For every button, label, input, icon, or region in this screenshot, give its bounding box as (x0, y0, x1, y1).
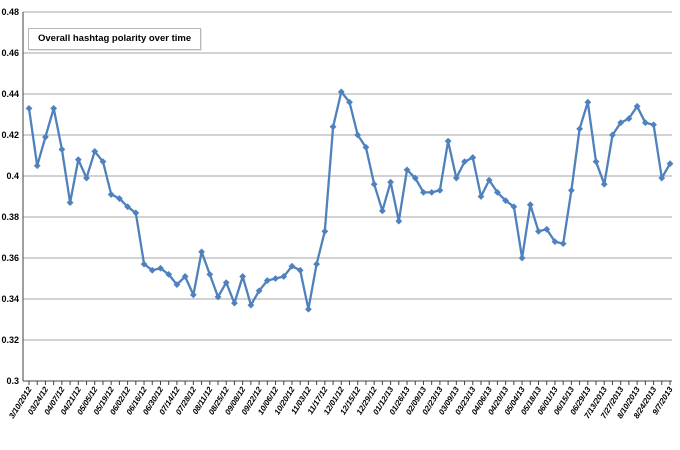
data-point (255, 287, 263, 295)
data-point (313, 260, 321, 268)
y-tick-label: 0.44 (1, 89, 19, 99)
chart-title: Overall hashtag polarity over time (28, 28, 202, 50)
y-tick-label: 0.34 (1, 294, 19, 304)
data-point (214, 293, 222, 301)
data-point (329, 123, 337, 131)
data-point (444, 137, 452, 145)
data-point (346, 98, 353, 106)
data-point (469, 154, 477, 161)
data-point (148, 266, 156, 274)
y-tick-label: 0.3 (6, 376, 19, 386)
data-point (83, 174, 90, 182)
data-point (33, 162, 41, 170)
data-point (551, 238, 559, 245)
data-point (428, 189, 436, 196)
data-point (378, 207, 386, 215)
data-point (206, 271, 214, 278)
data-point (576, 125, 584, 133)
data-point (518, 254, 526, 262)
y-tick-label: 0.46 (1, 48, 19, 58)
x-axis-ticks (28, 381, 671, 385)
data-point (567, 186, 575, 194)
data-point-markers (25, 88, 674, 313)
data-point (633, 102, 641, 110)
data-point (461, 158, 468, 166)
y-tick-label: 0.48 (1, 7, 19, 17)
data-point (321, 227, 329, 235)
data-point (387, 178, 394, 186)
data-point (189, 291, 197, 299)
data-point (337, 88, 345, 96)
data-point (535, 227, 542, 235)
y-tick-label: 0.38 (1, 212, 19, 222)
x-axis-labels: 3/10/201203/24/1204/07/1204/21/1205/05/1… (7, 385, 675, 420)
data-point (25, 104, 33, 112)
data-point (658, 174, 666, 182)
data-point (584, 98, 592, 106)
data-point (66, 199, 74, 207)
data-point (198, 248, 205, 256)
data-point (436, 186, 444, 194)
data-point (543, 225, 551, 233)
data-point (132, 209, 140, 217)
data-point (559, 240, 567, 248)
data-point (115, 195, 123, 202)
data-series-line (27, 90, 672, 311)
data-point (625, 115, 633, 122)
data-point (140, 260, 148, 268)
data-point (641, 119, 649, 127)
data-point (124, 203, 132, 211)
y-tick-label: 0.36 (1, 253, 19, 263)
chart-title-text: Overall hashtag polarity over time (38, 33, 192, 44)
data-point (165, 271, 173, 278)
data-point (510, 203, 518, 211)
data-point (58, 145, 66, 153)
data-point (107, 191, 115, 198)
data-point (222, 279, 230, 286)
data-point (452, 174, 460, 182)
data-point (411, 174, 419, 182)
data-point (609, 131, 616, 139)
data-point (239, 273, 247, 280)
y-tick-label: 0.42 (1, 130, 19, 140)
y-tick-label: 0.4 (6, 171, 19, 181)
data-point (395, 217, 403, 225)
data-point (354, 131, 362, 139)
data-point (231, 299, 238, 307)
data-point (403, 166, 411, 174)
data-point (50, 104, 58, 112)
data-point (666, 160, 674, 168)
data-point (420, 189, 427, 196)
data-point (157, 264, 164, 272)
data-point (600, 180, 608, 188)
data-point (485, 176, 493, 184)
data-point (296, 266, 304, 274)
data-point (280, 273, 288, 280)
y-axis-labels: 0.48 0.46 0.44 0.42 0.4 0.38 0.36 0.34 0.32 0.3 (1, 7, 19, 386)
data-point (650, 121, 657, 129)
data-point (91, 148, 99, 155)
data-point (617, 119, 625, 127)
data-point (247, 301, 255, 309)
data-point (173, 281, 181, 289)
data-point (502, 197, 510, 204)
data-point (263, 277, 271, 284)
y-tick-label: 0.32 (1, 335, 19, 345)
data-point (288, 262, 296, 270)
data-point (370, 180, 378, 188)
data-point (362, 143, 370, 151)
data-point (494, 189, 501, 196)
data-point (181, 273, 189, 280)
data-point (74, 156, 82, 163)
data-point (526, 201, 534, 209)
data-point (477, 193, 485, 200)
data-point (272, 275, 279, 282)
data-point (305, 305, 312, 313)
data-point (42, 133, 49, 141)
data-point (592, 158, 600, 166)
data-point (99, 158, 107, 166)
